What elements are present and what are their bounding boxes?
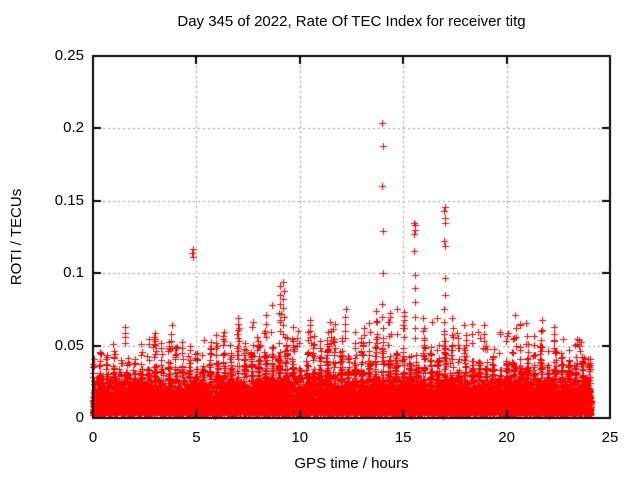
y-tick-label: 0.1 [63,264,84,282]
x-tick-label: 5 [192,429,201,446]
y-tick-label: 0.15 [54,191,84,209]
x-axis-label: GPS time / hours [294,455,409,472]
x-tick-label: 20 [498,429,515,446]
x-tick-label: 10 [291,429,309,446]
x-tick-label: 15 [394,429,412,446]
y-tick-label: 0 [75,409,84,426]
x-tick-label: 0 [88,429,98,446]
y-tick-label: 0.2 [63,119,84,137]
x-tick-label: 25 [601,429,619,446]
chart-title: Day 345 of 2022, Rate Of TEC Index for r… [177,13,526,30]
y-tick-label: 0.05 [54,336,84,354]
y-tick-label: 0.25 [54,47,84,64]
